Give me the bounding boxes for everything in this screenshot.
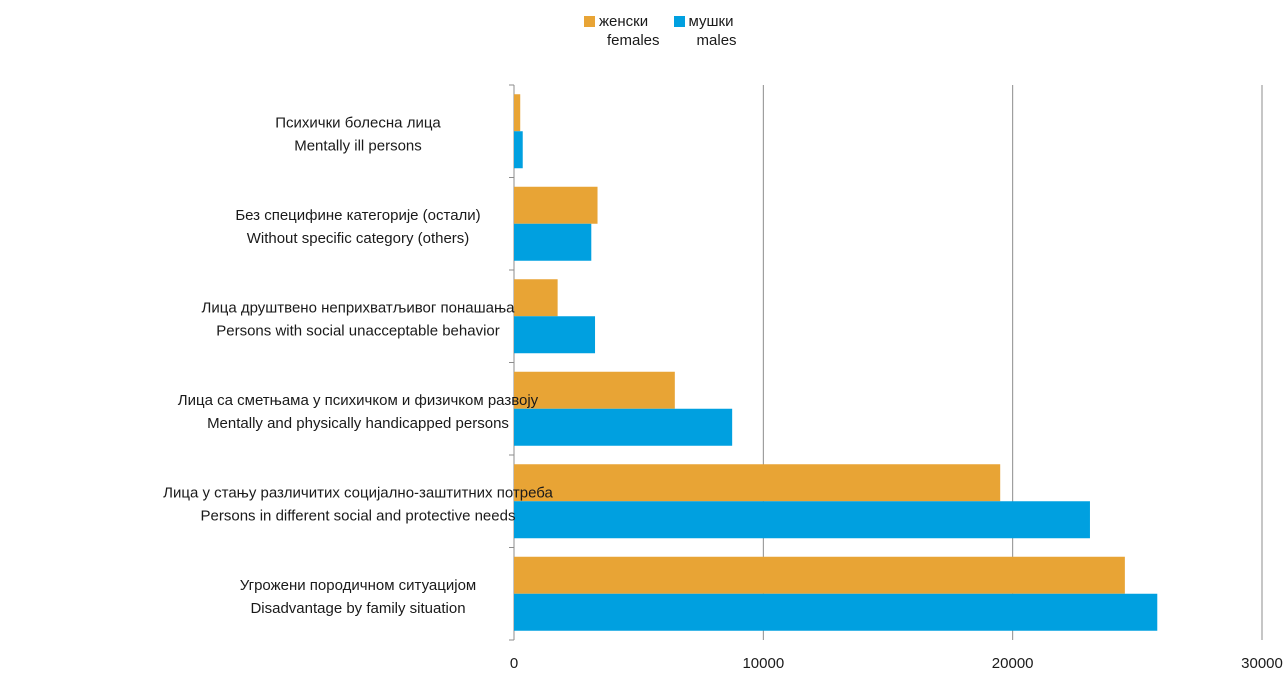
category-label-en: Persons with social unacceptable behavio… [216,322,500,339]
bar-males-0 [514,593,1158,631]
category-label-en: Disadvantage by family situation [250,600,465,617]
category-label-en: Persons in different social and protecti… [201,507,516,524]
legend-item-females: женски females [584,12,660,50]
legend-label-females-en: females [607,32,660,49]
category-label-sr: Лица са сметњама у психичком и физичком … [178,392,539,409]
category-label-en: Mentally and physically handicapped pers… [207,415,509,432]
category-label-sr: Психички болесна лица [275,114,441,131]
bar-females-5 [514,94,521,132]
legend-label-males-sr: мушки [688,13,734,30]
legend-item-males: мушки males [673,12,737,50]
legend-label-males-en: males [696,32,737,49]
category-label-sr: Без специфине категорије (остали) [235,207,480,224]
bar-females-1 [514,464,1001,502]
bar-males-1 [514,501,1090,539]
x-tick-label: 20000 [992,655,1034,672]
bar-females-0 [514,556,1125,594]
category-label-sr: Лица у стању различитих социјално-заштит… [163,484,553,501]
bar-males-2 [514,408,733,446]
bar-males-3 [514,316,596,354]
category-label-en: Mentally ill persons [294,137,422,154]
legend-swatch-males [673,16,685,27]
category-label-en: Without specific category (others) [247,230,470,247]
bar-females-4 [514,186,598,224]
x-tick-label: 0 [510,655,518,672]
category-label-sr: Лица друштвено неприхватљивог понашања [202,299,516,316]
x-tick-label: 30000 [1241,655,1283,672]
bar-males-4 [514,223,592,261]
legend-label-females-sr: женски [599,13,649,30]
x-tick-label: 10000 [742,655,784,672]
legend-swatch-females [584,16,595,27]
bar-females-2 [514,371,675,409]
chart-legend: женски females мушки males [584,12,737,50]
category-label-sr: Угрожени породичном ситуацијом [240,577,476,594]
bar-females-3 [514,279,558,317]
bar-males-5 [514,131,523,169]
